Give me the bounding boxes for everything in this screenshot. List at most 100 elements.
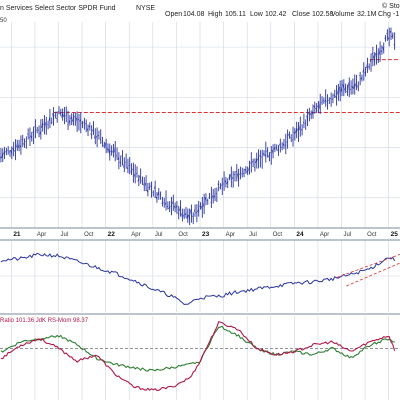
price-bar-open xyxy=(259,155,261,158)
price-bar-open xyxy=(367,65,370,68)
price-bar-open xyxy=(88,125,91,128)
price-bar-open xyxy=(300,129,303,131)
price-bar-open xyxy=(193,208,196,212)
x-tick-label: 23 xyxy=(202,231,210,238)
price-bar-open xyxy=(351,86,354,90)
price-bar-open xyxy=(184,212,187,215)
price-bar-open xyxy=(90,133,92,136)
price-bar-open xyxy=(217,183,219,186)
price-bar-open xyxy=(309,113,312,116)
price-bar-open xyxy=(308,112,310,116)
x-tick-label: Oct xyxy=(178,232,188,238)
price-bar-open xyxy=(355,81,357,87)
close-value: 102.58 xyxy=(312,11,334,18)
price-bar-open xyxy=(81,122,83,125)
trend-line xyxy=(336,254,400,278)
price-bar-open xyxy=(17,143,20,148)
price-bar-open xyxy=(338,86,341,95)
price-bar-open xyxy=(255,158,258,164)
price-bar-open xyxy=(141,180,143,182)
price-bar-open xyxy=(202,201,205,207)
price-bar-open xyxy=(74,116,76,119)
low-label: Low xyxy=(250,11,264,18)
price-bar-open xyxy=(84,123,87,125)
price-bar-open xyxy=(266,150,268,152)
price-bar-open xyxy=(275,146,277,149)
price-bar-open xyxy=(157,191,160,196)
price-bar-open xyxy=(384,37,386,40)
price-bar-open xyxy=(282,143,285,147)
x-tick-label: Jul xyxy=(249,232,257,238)
price-bar-open xyxy=(172,200,174,204)
price-bar-open xyxy=(68,119,71,123)
price-bar-open xyxy=(288,133,290,137)
price-bar-open xyxy=(173,205,176,209)
price-bar-open xyxy=(182,214,185,217)
left-edge-label: 50 xyxy=(0,18,7,24)
price-bar-open xyxy=(177,212,179,215)
price-bar-open xyxy=(106,148,109,151)
price-bar-open xyxy=(142,183,145,187)
price-bar-open xyxy=(179,206,181,211)
price-bar-open xyxy=(166,205,169,208)
price-bar-open xyxy=(117,156,120,161)
price-bar-open xyxy=(380,49,383,52)
price-bar-open xyxy=(45,122,47,129)
price-bar-open xyxy=(364,71,366,74)
price-bar-open xyxy=(199,205,201,208)
price-bar-open xyxy=(115,155,118,157)
price-bar-open xyxy=(153,185,156,189)
price-bar-open xyxy=(366,63,368,69)
price-bar-open xyxy=(61,112,63,118)
x-tick-label: Oct xyxy=(273,232,283,238)
price-bar-open xyxy=(222,183,225,185)
price-bar-open xyxy=(242,172,245,175)
price-bar-open xyxy=(32,131,34,133)
price-bar-open xyxy=(192,215,194,218)
price-bar-open xyxy=(237,173,239,182)
price-bar-open xyxy=(23,143,25,146)
price-bar-open xyxy=(113,146,116,153)
price-bar-open xyxy=(235,170,237,173)
price-bar-open xyxy=(201,206,203,211)
price-bar-open xyxy=(219,186,221,188)
exchange-label: NYSE xyxy=(136,5,155,12)
rrg-label: Ratio 101.36 JdK RS-Mom 98.37 xyxy=(0,318,89,324)
price-bar-open xyxy=(231,176,234,180)
price-bar-open xyxy=(224,180,227,184)
price-bar-open xyxy=(313,105,316,109)
price-bar-open xyxy=(250,162,252,164)
price-bar-open xyxy=(144,183,147,187)
price-bar-open xyxy=(204,197,207,202)
x-tick-label: Apr xyxy=(131,232,140,238)
price-bar-open xyxy=(155,196,158,200)
price-bar-open xyxy=(108,149,111,157)
price-bar-open xyxy=(328,99,330,101)
high-value: 105.11 xyxy=(225,11,246,18)
price-bar-open xyxy=(389,30,392,34)
price-bar-open xyxy=(190,209,192,217)
price-bar-open xyxy=(208,196,210,198)
price-bar-open xyxy=(322,100,325,102)
price-bar-open xyxy=(329,98,332,100)
price-bar-open xyxy=(112,149,114,153)
price-bar-open xyxy=(34,126,36,128)
price-bar-open xyxy=(315,108,317,110)
price-bar-open xyxy=(333,94,335,97)
watermark: © Sto xyxy=(382,2,400,10)
relative-strength-panel xyxy=(0,240,400,312)
price-bar-open xyxy=(79,119,82,122)
price-bar-open xyxy=(139,175,141,180)
price-bar-open xyxy=(137,177,140,182)
price-bar-open xyxy=(41,122,43,128)
price-bar-open xyxy=(244,169,247,172)
x-tick-label: 25 xyxy=(391,231,399,238)
price-bar-open xyxy=(121,155,123,157)
price-bar-open xyxy=(126,166,129,169)
price-bar-open xyxy=(170,205,172,207)
x-tick-label: Apr xyxy=(37,232,46,238)
price-bar-open xyxy=(59,112,62,115)
price-bar-open xyxy=(119,162,121,164)
price-bar-open xyxy=(318,100,321,109)
